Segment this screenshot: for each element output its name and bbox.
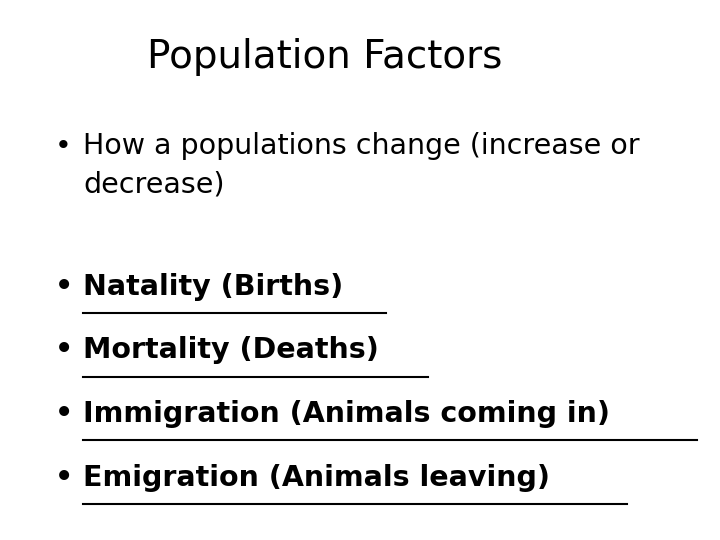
Text: •: • [55, 336, 73, 365]
Text: Immigration (Animals coming in): Immigration (Animals coming in) [84, 400, 610, 428]
Text: Mortality (Deaths): Mortality (Deaths) [84, 336, 379, 365]
Text: Emigration (Animals leaving): Emigration (Animals leaving) [84, 464, 550, 492]
Text: •: • [55, 132, 72, 160]
Text: •: • [55, 400, 73, 428]
Text: •: • [55, 464, 73, 492]
Text: Population Factors: Population Factors [148, 38, 503, 76]
Text: •: • [55, 273, 73, 301]
Text: Natality (Births): Natality (Births) [84, 273, 343, 301]
Text: How a populations change (increase or
decrease): How a populations change (increase or de… [84, 132, 640, 198]
